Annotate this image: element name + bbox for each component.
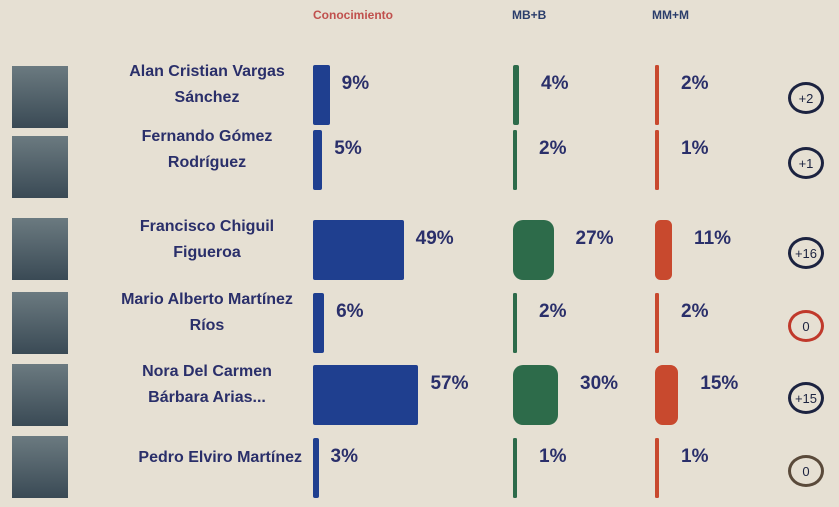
bar — [513, 293, 517, 353]
value-label: 6% — [336, 301, 364, 322]
value-label: 15% — [700, 373, 739, 394]
photo — [12, 66, 68, 128]
bar — [513, 130, 517, 190]
bar — [313, 365, 419, 425]
bar — [513, 438, 517, 498]
value-label: 2% — [681, 73, 709, 94]
bar — [655, 220, 673, 280]
name-text: Francisco Chiguil Figueroa — [139, 218, 275, 261]
column-header: Conocimiento — [313, 8, 393, 22]
name-text: Pedro Elviro Martínez — [138, 449, 302, 466]
bar — [513, 220, 554, 280]
bar — [655, 438, 659, 498]
candidate-name: Alan Cristian Vargas Sánchez — [112, 55, 302, 115]
value-label: 30% — [580, 373, 619, 394]
bar — [313, 220, 404, 280]
candidate-name: Pedro Elviro Martínez — [112, 428, 302, 488]
difference-badge: +16 — [788, 237, 824, 269]
bar — [655, 130, 659, 190]
difference-badge: 0 — [788, 455, 824, 487]
photo — [12, 292, 68, 354]
bar — [655, 65, 659, 125]
bar — [313, 130, 323, 190]
bar — [655, 365, 679, 425]
name-text: Mario Alberto Martínez Ríos — [121, 291, 293, 334]
value-label: 4% — [541, 73, 569, 94]
value-label: 49% — [415, 228, 454, 249]
column-header: MB+B — [512, 8, 547, 22]
value-label: 5% — [334, 138, 362, 159]
value-label: 2% — [539, 138, 567, 159]
value-label: 3% — [330, 446, 359, 467]
name-text: Alan Cristian Vargas Sánchez — [129, 63, 285, 106]
value-label: 57% — [430, 373, 469, 394]
photo — [12, 436, 68, 498]
value-label: 11% — [694, 228, 732, 249]
bar — [313, 438, 319, 498]
value-label: 27% — [575, 228, 614, 249]
bar — [513, 65, 519, 125]
value-label: 2% — [681, 301, 709, 322]
value-label: 1% — [681, 446, 709, 467]
difference-badge: +1 — [788, 147, 824, 179]
candidate-name: Nora Del Carmen Bárbara Arias... — [112, 355, 302, 415]
value-label: 1% — [539, 446, 567, 467]
difference-badge: 0 — [788, 310, 824, 342]
candidate-name: Francisco Chiguil Figueroa — [112, 210, 302, 270]
photo — [12, 218, 68, 280]
value-label: 9% — [341, 73, 370, 94]
candidate-name: Mario Alberto Martínez Ríos — [112, 283, 302, 343]
candidate-name: Fernando Gómez Rodríguez — [112, 120, 302, 180]
bar — [313, 65, 330, 125]
value-label: 2% — [539, 301, 567, 322]
name-text: Fernando Gómez Rodríguez — [141, 128, 273, 171]
value-label: 1% — [681, 138, 709, 159]
column-header: MM+M — [652, 8, 689, 22]
bar — [313, 293, 325, 353]
photo — [12, 136, 68, 198]
name-text: Nora Del Carmen Bárbara Arias... — [142, 363, 272, 406]
difference-badge: +15 — [788, 382, 824, 414]
difference-badge: +2 — [788, 82, 824, 114]
bar — [513, 365, 558, 425]
photo — [12, 364, 68, 426]
bar — [655, 293, 659, 353]
